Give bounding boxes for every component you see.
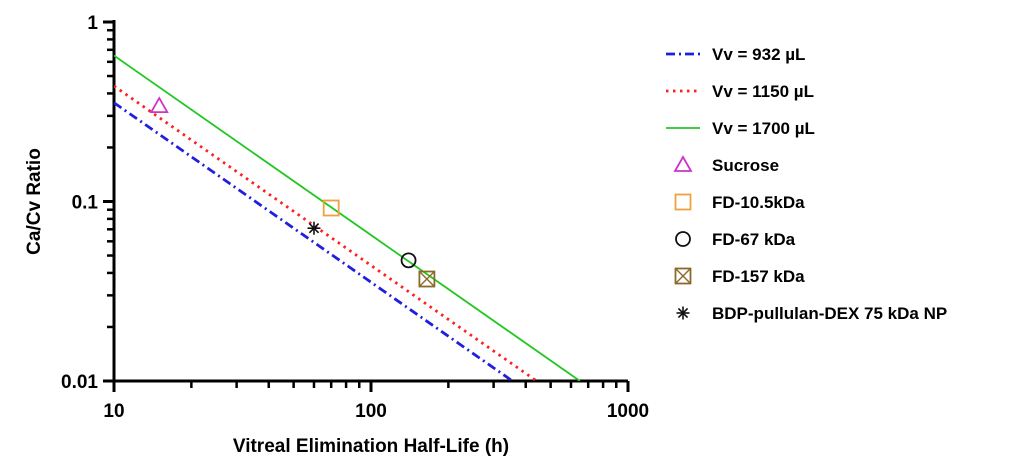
- series-lines: [114, 54, 581, 381]
- square-marker: [674, 193, 692, 211]
- legend-label-fd-157-kda: FD-157 kDa: [712, 267, 805, 286]
- asterisk-stroke: [308, 223, 320, 234]
- legend-marker-fd-10-5kda: [674, 193, 692, 211]
- series-line-vv-1150-l: [114, 84, 540, 381]
- legend-marker-bdp-pullulan-dex-75-kda-np: [676, 306, 690, 320]
- cross-line: [675, 268, 691, 284]
- data-point-bdp-pullulan-dex-75-kda-np: [307, 221, 321, 235]
- asterisk-stroke: [677, 307, 689, 319]
- data-point-fd-10-5kda: [322, 199, 340, 217]
- y-tick-label: 0.1: [72, 193, 99, 214]
- legend-label-vv-932-l: Vv = 932 µL: [712, 45, 805, 64]
- data-point-sucrose: [149, 96, 169, 113]
- triangle-marker: [673, 155, 693, 172]
- series-line-vv-932-l: [114, 101, 515, 381]
- legend-marker-sucrose: [673, 155, 693, 172]
- legend: Vv = 932 µL Vv = 1150 µL Vv = 1700 µL Sucro…: [666, 45, 947, 323]
- y-tick-label: 0.01: [61, 372, 98, 393]
- circle-marker: [675, 231, 691, 247]
- x-tick-label: 1000: [607, 401, 649, 422]
- legend-label-sucrose: Sucrose: [712, 156, 779, 175]
- legend-marker-fd-157-kda: [674, 267, 692, 285]
- data-points: [149, 96, 436, 288]
- cross-line: [418, 271, 435, 288]
- series-line-vv-1700-l: [114, 54, 581, 381]
- data-point-fd-67-kda: [400, 252, 417, 269]
- legend-label-vv-1700-l: Vv = 1700 µL: [712, 119, 815, 138]
- legend-label-fd-10-5kda: FD-10.5kDa: [712, 193, 805, 212]
- x-tick-label: 10: [103, 401, 124, 422]
- axes: 0.01 0.1 1 10 100 1000: [61, 13, 649, 422]
- triangle-marker: [149, 96, 169, 113]
- y-tick-label: 1: [87, 13, 98, 34]
- legend-label-fd-67-kda: FD-67 kDa: [712, 230, 796, 249]
- x-axis-title: Vitreal Elimination Half-Life (h): [233, 436, 509, 457]
- x-tick-label: 100: [355, 401, 387, 422]
- y-axis-title: Ca/Cv Ratio: [24, 148, 45, 255]
- data-point-fd-157-kda: [418, 270, 436, 288]
- legend-label-bdp-pullulan-dex-75-kda-np: BDP-pullulan-DEX 75 kDa NP: [712, 304, 947, 323]
- crossed-square-marker: [674, 267, 692, 285]
- legend-label-vv-1150-l: Vv = 1150 µL: [712, 82, 814, 101]
- square-marker: [322, 199, 340, 217]
- legend-marker-fd-67-kda: [675, 231, 691, 247]
- crossed-square-marker: [418, 270, 436, 288]
- circle-marker: [400, 252, 417, 269]
